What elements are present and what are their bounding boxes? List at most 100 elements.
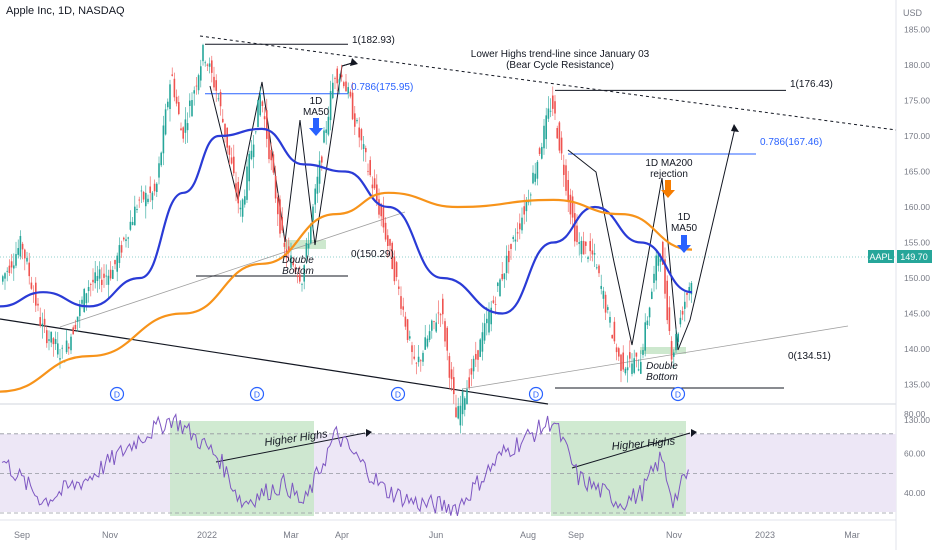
candle-body	[186, 123, 189, 131]
candle-body	[24, 249, 26, 259]
candle-body	[202, 44, 204, 62]
candle-body	[406, 319, 409, 340]
candle-body	[618, 348, 620, 357]
candle-body	[439, 314, 442, 316]
candle-body	[512, 237, 514, 239]
candle-body	[213, 76, 215, 88]
candle-body	[499, 279, 501, 297]
moving-averages-layer	[0, 127, 693, 393]
candle-body	[120, 245, 123, 253]
price-tick-label: 175.00	[904, 96, 930, 106]
candle-body	[310, 223, 312, 244]
dividend-marker	[249, 386, 265, 402]
candle-body	[305, 243, 308, 258]
candle-body	[76, 316, 79, 322]
candle-body	[393, 256, 396, 282]
candle-body	[600, 285, 602, 289]
candle-body	[521, 217, 523, 231]
candle-body	[657, 253, 660, 266]
candle-body	[105, 275, 107, 277]
candle-body	[81, 299, 83, 304]
candle-body	[125, 239, 127, 242]
candle-body	[420, 360, 422, 362]
candle-body	[266, 110, 268, 139]
price-tick-label: 150.00	[904, 273, 930, 283]
candle-body	[327, 116, 330, 135]
candle-body	[268, 130, 270, 160]
candle-body	[173, 78, 176, 98]
candle-body	[593, 253, 596, 255]
candle-body	[347, 87, 349, 94]
candle-body	[274, 175, 277, 199]
ma50-right-label-2: MA50	[671, 223, 698, 234]
candle-body	[453, 377, 455, 395]
candle-body	[101, 279, 103, 285]
double-bottom-zone-right	[640, 347, 686, 354]
candle-body	[688, 286, 690, 293]
double-bottom-zone-left	[284, 240, 326, 249]
rsi-higher-highs-zone-right	[551, 421, 686, 516]
rsi-higher-highs-right: Higher Highs	[611, 435, 676, 453]
rising-support-line-b	[461, 325, 849, 390]
time-tick-label: Sep	[568, 530, 584, 540]
rsi-tick-label: 60.00	[904, 449, 926, 459]
candle-body	[466, 389, 468, 405]
candle-body	[107, 275, 110, 285]
candle-body	[19, 235, 22, 257]
candle-body	[180, 128, 182, 131]
dividend-marker-label: D	[675, 390, 681, 400]
candle-body	[596, 267, 598, 269]
candle-body	[70, 336, 72, 351]
rsi-higher-highs-zone-left	[170, 421, 314, 516]
candle-body	[134, 206, 136, 226]
grid-layer	[0, 433, 896, 514]
candle-body	[61, 347, 63, 349]
candle-body	[140, 190, 143, 192]
candle-body	[536, 161, 539, 179]
candle-body	[459, 405, 462, 426]
candle-body	[340, 74, 343, 78]
candle-body	[668, 307, 671, 332]
candle-body	[294, 267, 297, 273]
candle-body	[470, 368, 473, 375]
price-tick-label: 130.00	[904, 415, 930, 425]
candle-body	[362, 144, 365, 150]
candle-body	[633, 358, 635, 373]
candle-body	[325, 129, 327, 133]
candle-body	[114, 260, 116, 265]
candle-body	[26, 257, 28, 262]
candle-body	[501, 274, 503, 280]
candle-body	[17, 248, 19, 255]
candle-body	[299, 274, 301, 282]
price-tick-label: 140.00	[904, 344, 930, 354]
candle-body	[318, 160, 321, 184]
candle-body	[461, 391, 464, 415]
candle-body	[428, 331, 431, 340]
rsi-trend-arrow-right	[571, 432, 691, 469]
double-bottom-left-2: Bottom	[282, 266, 314, 277]
candle-body	[68, 346, 70, 349]
candle-body	[138, 199, 140, 201]
candle-body	[6, 270, 8, 272]
candle-body	[666, 280, 668, 321]
candle-body	[382, 207, 385, 228]
candle-body	[602, 290, 605, 299]
candle-body	[670, 341, 673, 360]
candle-body	[488, 311, 490, 333]
candle-body	[314, 188, 316, 205]
candle-body	[613, 321, 616, 342]
arrow-head-left	[350, 58, 358, 66]
candle-body	[167, 101, 169, 108]
candle-body	[178, 102, 180, 115]
candle-body	[580, 240, 583, 255]
candles-layer	[2, 43, 693, 434]
ma50-right-label-1: 1D	[678, 212, 691, 223]
price-tick-label: 185.00	[904, 25, 930, 35]
candle-body	[651, 291, 653, 299]
candle-body	[486, 318, 488, 324]
candle-body	[83, 288, 85, 312]
ticker-label: AAPL	[869, 252, 892, 262]
candle-body	[360, 129, 363, 141]
candle-body	[123, 237, 125, 240]
candle-body	[629, 352, 631, 359]
